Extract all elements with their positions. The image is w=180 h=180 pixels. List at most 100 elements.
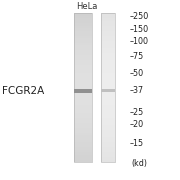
Bar xyxy=(74,120,92,123)
Bar xyxy=(74,150,92,152)
Bar xyxy=(101,150,115,152)
Bar xyxy=(74,83,92,85)
Bar xyxy=(74,43,92,46)
Bar xyxy=(74,110,92,113)
Bar xyxy=(101,157,115,160)
Bar xyxy=(74,63,92,65)
Bar xyxy=(74,78,92,80)
Bar xyxy=(74,26,92,28)
Text: HeLa: HeLa xyxy=(76,1,97,10)
Bar xyxy=(101,120,115,123)
Bar xyxy=(74,155,92,157)
Bar xyxy=(101,23,115,26)
Bar xyxy=(101,95,115,98)
Bar xyxy=(101,140,115,142)
Bar xyxy=(101,73,115,75)
Text: –50: –50 xyxy=(130,69,144,78)
Bar xyxy=(74,98,92,100)
Bar xyxy=(74,130,92,132)
Bar xyxy=(74,123,92,125)
Bar xyxy=(74,16,92,18)
Bar xyxy=(101,46,115,48)
Bar xyxy=(101,125,115,128)
Bar xyxy=(74,152,92,155)
Bar xyxy=(74,115,92,118)
Bar xyxy=(74,132,92,135)
Bar xyxy=(101,31,115,33)
Bar xyxy=(101,100,115,103)
Bar xyxy=(101,110,115,113)
Bar xyxy=(74,93,92,95)
Bar xyxy=(74,13,92,16)
Bar xyxy=(101,135,115,138)
Bar xyxy=(101,53,115,55)
Bar xyxy=(101,38,115,40)
Bar xyxy=(101,13,115,162)
Bar xyxy=(74,160,92,162)
Bar xyxy=(74,13,92,162)
Bar xyxy=(74,23,92,26)
Bar xyxy=(74,38,92,40)
Bar xyxy=(74,80,92,83)
Bar xyxy=(101,55,115,58)
Bar xyxy=(101,138,115,140)
Bar xyxy=(74,138,92,140)
Bar xyxy=(74,100,92,103)
Bar xyxy=(101,132,115,135)
Bar xyxy=(74,103,92,105)
Bar xyxy=(74,140,92,142)
Bar xyxy=(74,21,92,23)
Bar xyxy=(101,68,115,70)
Bar xyxy=(101,16,115,18)
Bar xyxy=(74,18,92,21)
Bar xyxy=(74,46,92,48)
Text: –25: –25 xyxy=(130,107,144,116)
Bar xyxy=(74,40,92,43)
Bar xyxy=(101,48,115,50)
Bar xyxy=(101,70,115,73)
Text: –75: –75 xyxy=(130,52,144,61)
Bar xyxy=(74,35,92,38)
Bar xyxy=(74,89,92,93)
Text: –15: –15 xyxy=(130,139,144,148)
Bar xyxy=(101,105,115,108)
Text: FCGR2A: FCGR2A xyxy=(2,86,44,96)
Text: –150: –150 xyxy=(130,24,149,33)
Bar xyxy=(74,128,92,130)
Bar xyxy=(74,75,92,78)
Bar xyxy=(74,88,92,90)
Bar xyxy=(101,50,115,53)
Bar xyxy=(101,60,115,63)
Bar xyxy=(101,58,115,60)
Bar xyxy=(101,93,115,95)
Bar xyxy=(101,128,115,130)
Bar xyxy=(101,33,115,35)
Bar xyxy=(101,26,115,28)
Bar xyxy=(101,21,115,23)
Bar xyxy=(74,147,92,150)
Bar xyxy=(101,75,115,78)
Bar xyxy=(101,98,115,100)
Bar xyxy=(74,28,92,31)
Bar xyxy=(101,155,115,157)
Bar xyxy=(101,43,115,46)
Bar xyxy=(101,88,115,90)
Text: –100: –100 xyxy=(130,37,149,46)
Bar xyxy=(74,90,92,93)
Bar xyxy=(74,105,92,108)
Bar xyxy=(74,73,92,75)
Text: –37: –37 xyxy=(130,86,144,95)
Bar xyxy=(101,63,115,65)
Bar xyxy=(101,89,115,92)
Bar xyxy=(101,90,115,93)
Bar xyxy=(74,60,92,63)
Bar xyxy=(74,53,92,55)
Text: –250: –250 xyxy=(130,12,149,21)
Bar xyxy=(101,28,115,31)
Bar xyxy=(74,157,92,160)
Bar xyxy=(74,118,92,120)
Bar xyxy=(101,130,115,132)
Bar xyxy=(101,35,115,38)
Text: (kd): (kd) xyxy=(131,159,147,168)
Bar xyxy=(101,65,115,68)
